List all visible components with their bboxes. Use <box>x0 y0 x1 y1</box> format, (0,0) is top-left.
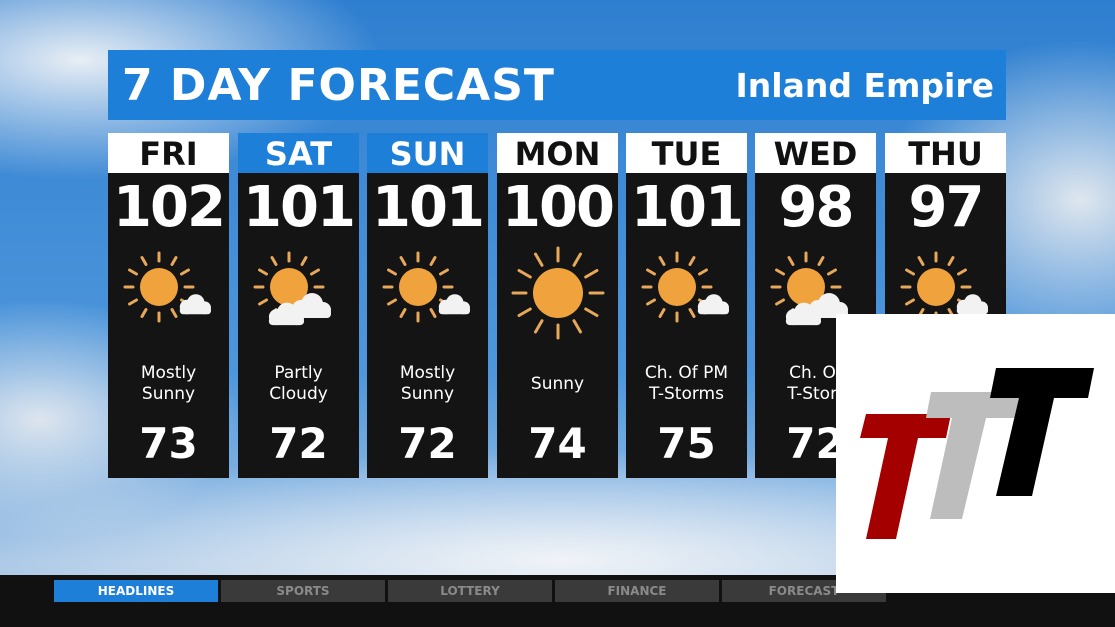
high-temp: 101 <box>243 175 356 240</box>
day-label: WED <box>755 133 876 173</box>
mostly-sunny-icon <box>626 237 747 349</box>
condition-line-1: Ch. Of <box>789 363 842 383</box>
day-label: THU <box>885 133 1006 173</box>
condition: Mostly Sunny <box>108 349 229 419</box>
condition: Ch. Of PM T-Storms <box>626 349 747 419</box>
low-temp: 72 <box>269 419 328 468</box>
mostly-sunny-icon <box>108 237 229 349</box>
condition-line-1: Sunny <box>530 373 585 394</box>
high-temp: 97 <box>908 175 985 240</box>
low-temp: 73 <box>139 419 198 468</box>
ticker-tab-sports[interactable]: SPORTS <box>221 580 385 602</box>
partly-cloudy-icon <box>238 237 359 349</box>
day-column-fri: FRI 102 Mostly Sunny 73 <box>108 133 229 478</box>
day-label: TUE <box>626 133 747 173</box>
day-column-tue: TUE 101 Ch. Of PM T-Storms 75 <box>626 133 747 478</box>
condition-line-1: Mostly <box>399 363 456 383</box>
ticker-tab-headlines[interactable]: HEADLINES <box>54 580 218 602</box>
day-column-sun: SUN 101 Mostly Sunny 72 <box>367 133 488 478</box>
condition-line-2: Sunny <box>400 384 455 404</box>
condition-line-2: T-Storr <box>787 384 844 404</box>
partly-cloudy-icon <box>755 237 876 349</box>
condition-line-2: T-Storms <box>649 384 724 404</box>
ticker-tab-lottery[interactable]: LOTTERY <box>388 580 552 602</box>
high-temp: 98 <box>778 175 855 240</box>
ticker-tab-finance[interactable]: FINANCE <box>555 580 719 602</box>
condition: Mostly Sunny <box>367 349 488 419</box>
low-temp: 72 <box>786 419 845 468</box>
condition: Sunny <box>497 349 618 419</box>
day-label: FRI <box>108 133 229 173</box>
low-temp: 75 <box>657 419 716 468</box>
day-label: SUN <box>367 133 488 173</box>
mostly-sunny-icon <box>367 237 488 349</box>
sunny-icon <box>497 237 618 349</box>
forecast-title: 7 DAY FORECAST <box>122 59 555 111</box>
low-temp: 72 <box>398 419 457 468</box>
condition-line-2: Sunny <box>141 384 196 404</box>
low-temp: 74 <box>528 419 587 468</box>
condition-line-1: Mostly <box>140 363 197 383</box>
high-temp: 101 <box>372 175 485 240</box>
ttt-logo <box>836 314 1115 593</box>
region-label: Inland Empire <box>735 65 994 105</box>
logo-icon <box>860 368 1094 539</box>
condition: Ch. Of T-Storr <box>755 349 876 419</box>
condition-line-1: Ch. Of PM <box>644 363 729 383</box>
condition-line-1: Partly <box>274 363 323 383</box>
forecast-header: 7 DAY FORECAST Inland Empire <box>108 50 1006 120</box>
high-temp: 102 <box>113 175 226 240</box>
day-column-sat: SAT 101 Partly Cloudy 72 <box>238 133 359 478</box>
news-ticker: HEADLINES SPORTS LOTTERY FINANCE FORECAST <box>0 575 1115 627</box>
mostly-sunny-icon <box>885 237 1006 349</box>
day-label: SAT <box>238 133 359 173</box>
high-temp: 101 <box>631 175 744 240</box>
high-temp: 100 <box>502 175 615 240</box>
day-label: MON <box>497 133 618 173</box>
condition: Partly Cloudy <box>238 349 359 419</box>
day-column-mon: MON 100 Sunny 74 <box>497 133 618 478</box>
condition-line-2: Cloudy <box>269 384 328 404</box>
